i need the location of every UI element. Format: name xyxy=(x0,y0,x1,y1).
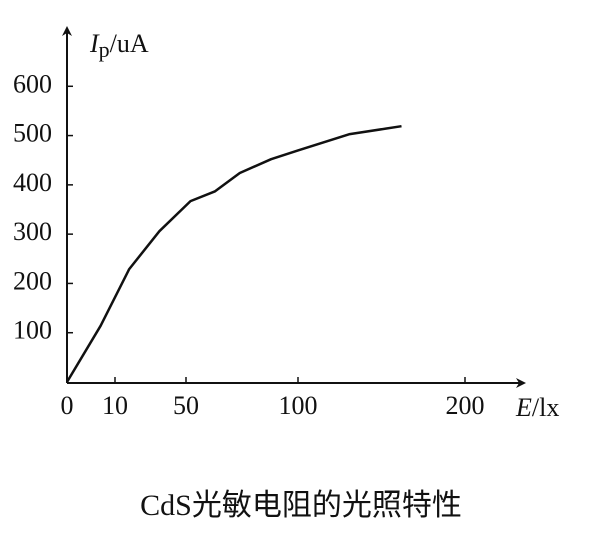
y-tick-label: 500 xyxy=(13,119,52,148)
y-tick-label: 200 xyxy=(13,266,52,295)
y-tick-label: 600 xyxy=(13,69,52,98)
y-symbol: I xyxy=(89,29,100,58)
x-symbol: E xyxy=(515,393,532,422)
y-subscript: p xyxy=(99,37,110,62)
y-tick-label: 400 xyxy=(13,168,52,197)
y-tick-label: 300 xyxy=(13,217,52,246)
x-tick-label: 0 xyxy=(61,391,74,420)
x-tick-label: 10 xyxy=(102,391,128,420)
x-axis-label: E/lx xyxy=(515,393,559,422)
x-unit: /lx xyxy=(532,393,559,422)
y-axis-label: Ip/uA xyxy=(89,29,149,62)
x-tick-label: 200 xyxy=(446,391,485,420)
caption: CdS光敏电阻的光照特性 xyxy=(140,489,462,522)
line-series xyxy=(65,124,402,383)
y-tick-label: 100 xyxy=(13,316,52,345)
x-tick-label: 100 xyxy=(279,391,318,420)
x-tick-label: 50 xyxy=(173,391,199,420)
y-unit: /uA xyxy=(110,29,149,58)
